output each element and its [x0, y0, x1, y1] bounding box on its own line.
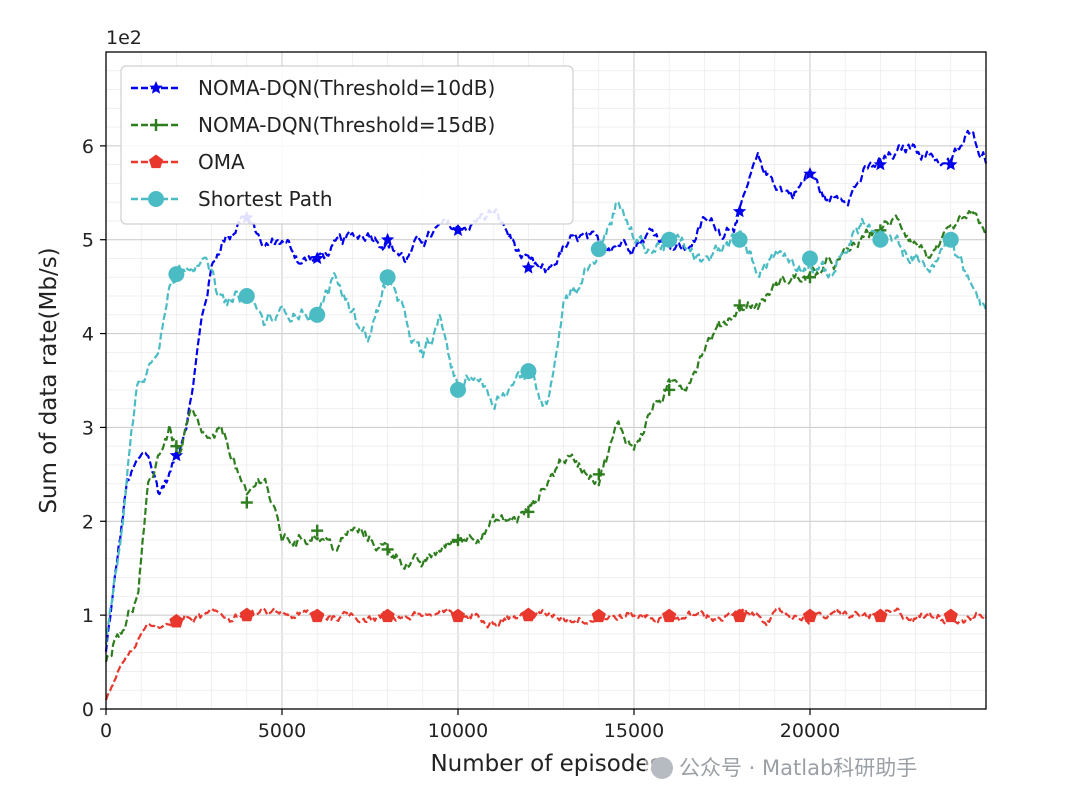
data-point	[380, 232, 395, 246]
data-point	[381, 543, 394, 556]
series-2	[104, 606, 987, 701]
data-point	[170, 440, 183, 453]
series-line	[104, 209, 987, 663]
data-point	[452, 534, 464, 547]
data-point	[663, 383, 676, 396]
data-point	[804, 271, 816, 284]
data-point	[521, 260, 536, 274]
data-point	[168, 266, 185, 283]
wechat-icon	[651, 757, 673, 779]
data-point	[591, 608, 606, 623]
data-point	[731, 231, 748, 248]
data-point	[873, 608, 888, 623]
legend-entry: NOMA-DQN(Threshold=15dB)	[131, 113, 495, 137]
data-point	[239, 607, 254, 622]
series-3	[104, 200, 988, 645]
legend-marker	[149, 81, 163, 94]
watermark: 公众号 · Matlab科研助手	[645, 750, 924, 784]
legend-entry: Shortest Path	[131, 187, 333, 211]
legend-marker	[148, 154, 164, 169]
data-point	[238, 288, 255, 305]
data-point	[522, 505, 535, 518]
data-point	[240, 496, 253, 509]
legend-box	[120, 65, 574, 225]
data-point	[873, 157, 888, 171]
data-point	[872, 231, 889, 248]
y-tick-label: 5	[82, 230, 94, 252]
data-point	[311, 524, 324, 537]
legend-marker	[150, 119, 162, 131]
data-point	[379, 269, 396, 286]
legend-label: NOMA-DQN(Threshold=15dB)	[198, 113, 495, 137]
y-tick-label: 3	[82, 417, 94, 439]
data-point	[520, 363, 537, 380]
data-point	[662, 608, 677, 623]
legend-label: NOMA-DQN(Threshold=10dB)	[198, 76, 495, 100]
y-tick-label: 2	[82, 511, 94, 533]
y-tick-label: 1	[82, 605, 94, 627]
y-axis-label: Sum of data rate(Mb/s)	[36, 247, 62, 513]
y-tick-label: 0	[82, 699, 94, 721]
data-point	[309, 306, 326, 323]
data-point	[169, 448, 184, 462]
watermark-text: 公众号 · Matlab科研助手	[679, 756, 918, 780]
x-tick-label: 5000	[258, 720, 306, 742]
legend-entry: OMA	[131, 150, 245, 174]
data-point	[380, 608, 395, 623]
data-point	[802, 250, 818, 267]
data-point	[592, 468, 605, 481]
y-tick-label: 6	[82, 136, 94, 158]
legend: NOMA-DQN(Threshold=10dB) NOMA-DQN(Thresho…	[120, 65, 574, 225]
legend-marker	[148, 191, 164, 207]
data-point	[450, 381, 466, 398]
data-point	[590, 241, 607, 258]
data-point	[310, 251, 324, 265]
data-point	[661, 231, 678, 248]
series-1	[104, 209, 987, 663]
plot-frame	[105, 51, 987, 710]
x-tick-label: 15000	[604, 720, 664, 742]
data-point	[732, 204, 747, 218]
y-tick-label: 4	[82, 324, 94, 346]
data-point	[943, 608, 958, 623]
data-point	[944, 157, 958, 171]
data-point	[803, 167, 817, 180]
data-point	[450, 608, 466, 623]
data-point	[802, 608, 818, 623]
y-multiplier-label: 1e2	[106, 27, 142, 49]
data-point	[733, 299, 746, 312]
x-axis-label: Number of episodes	[430, 751, 661, 777]
legend-entry: NOMA-DQN(Threshold=10dB)	[131, 76, 495, 100]
data-point	[169, 613, 184, 628]
data-point	[942, 231, 959, 248]
x-tick-label: 0	[100, 720, 112, 742]
x-tick-label: 10000	[428, 720, 488, 742]
data-point	[521, 607, 536, 622]
ticks: 0 5000 10000 15000 20000 0 1 2 3 4 5 6	[82, 136, 840, 742]
series-line	[104, 606, 987, 701]
data-point	[451, 223, 465, 236]
legend-label: OMA	[198, 150, 245, 174]
data-point	[310, 608, 325, 623]
data-point	[732, 608, 747, 623]
x-tick-label: 20000	[780, 720, 840, 742]
legend-label: Shortest Path	[198, 187, 333, 211]
series-line	[104, 200, 988, 645]
